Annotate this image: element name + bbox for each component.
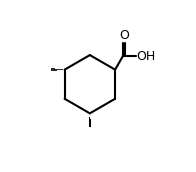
Text: OH: OH xyxy=(136,50,156,63)
Text: O: O xyxy=(119,29,129,42)
